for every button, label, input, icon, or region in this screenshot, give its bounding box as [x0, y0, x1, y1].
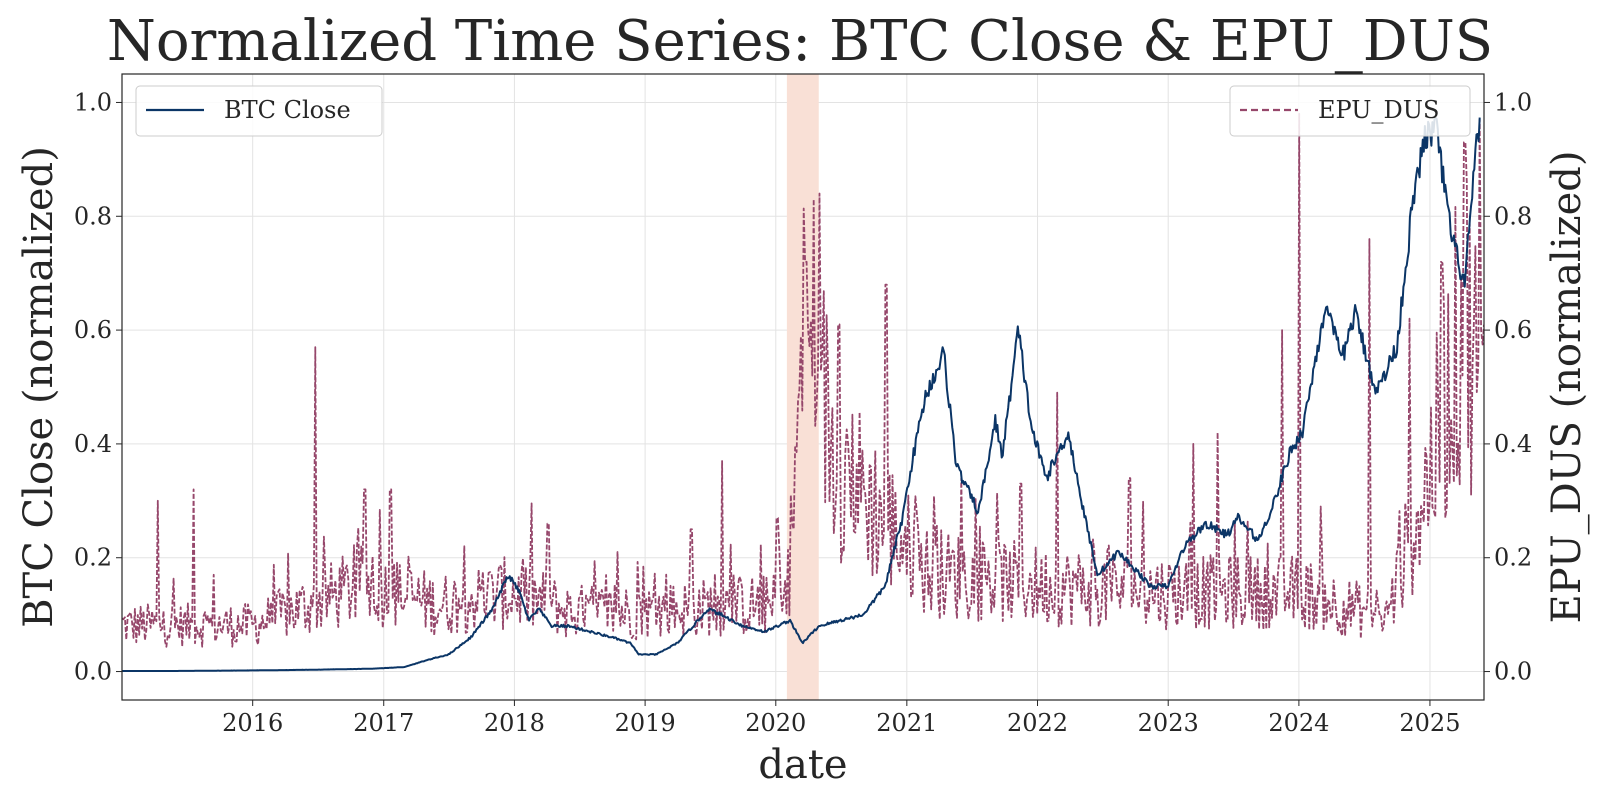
legend-left: BTC Close: [135, 85, 383, 137]
y-axis-left-title: BTC Close (normalized): [16, 146, 62, 628]
y-right-tick-label: 0.4: [1494, 430, 1532, 458]
x-axis-title: date: [758, 742, 847, 788]
y-axis-right-ticks: 0.0 0.2 0.4 0.6 0.8 1.0: [1484, 88, 1532, 686]
y-right-tick-label: 0.0: [1494, 658, 1532, 686]
x-tick-label: 2022: [1007, 709, 1068, 737]
shaded-region: [786, 74, 819, 700]
x-tick-label: 2020: [745, 709, 806, 737]
x-axis-ticks: 2016 2017 2018 2019 2020 2021 2022 2023 2024 2025: [222, 700, 1460, 737]
x-tick-label: 2024: [1268, 709, 1329, 737]
x-tick-label: 2025: [1399, 709, 1460, 737]
y-left-tick-label: 0.4: [74, 430, 112, 458]
x-tick-label: 2023: [1138, 709, 1199, 737]
y-axis-right-title: EPU_DUS (normalized): [1544, 151, 1590, 624]
shaded-region-rect: [786, 74, 819, 700]
y-left-tick-label: 0.2: [74, 544, 112, 572]
legend-right: EPU_DUS: [1229, 85, 1471, 137]
x-tick-label: 2018: [484, 709, 545, 737]
y-left-tick-label: 0.6: [74, 316, 112, 344]
series-btc-close: [122, 116, 1481, 672]
legend-left-box: [135, 85, 383, 137]
legend-right-box: [1229, 85, 1471, 137]
y-right-tick-label: 1.0: [1494, 88, 1532, 116]
y-right-tick-label: 0.6: [1494, 316, 1532, 344]
legend-btc-label: BTC Close: [224, 96, 351, 124]
chart-title: Normalized Time Series: BTC Close & EPU_…: [107, 9, 1493, 74]
y-left-tick-label: 0.8: [74, 202, 112, 230]
y-left-tick-label: 0.0: [74, 658, 112, 686]
x-tick-label: 2019: [615, 709, 676, 737]
y-right-tick-label: 0.2: [1494, 544, 1532, 572]
x-tick-label: 2021: [876, 709, 937, 737]
btc-close-line: [122, 116, 1481, 672]
plot-frame: [121, 73, 1485, 701]
y-left-tick-label: 1.0: [74, 88, 112, 116]
y-axis-left-ticks: 0.0 0.2 0.4 0.6 0.8 1.0: [74, 88, 122, 686]
x-tick-label: 2016: [222, 709, 283, 737]
series-epu-dus: [122, 112, 1484, 648]
x-tick-label: 2017: [353, 709, 414, 737]
epu-dus-line: [122, 112, 1484, 648]
y-right-tick-label: 0.8: [1494, 202, 1532, 230]
legend-epu-label: EPU_DUS: [1318, 96, 1439, 124]
